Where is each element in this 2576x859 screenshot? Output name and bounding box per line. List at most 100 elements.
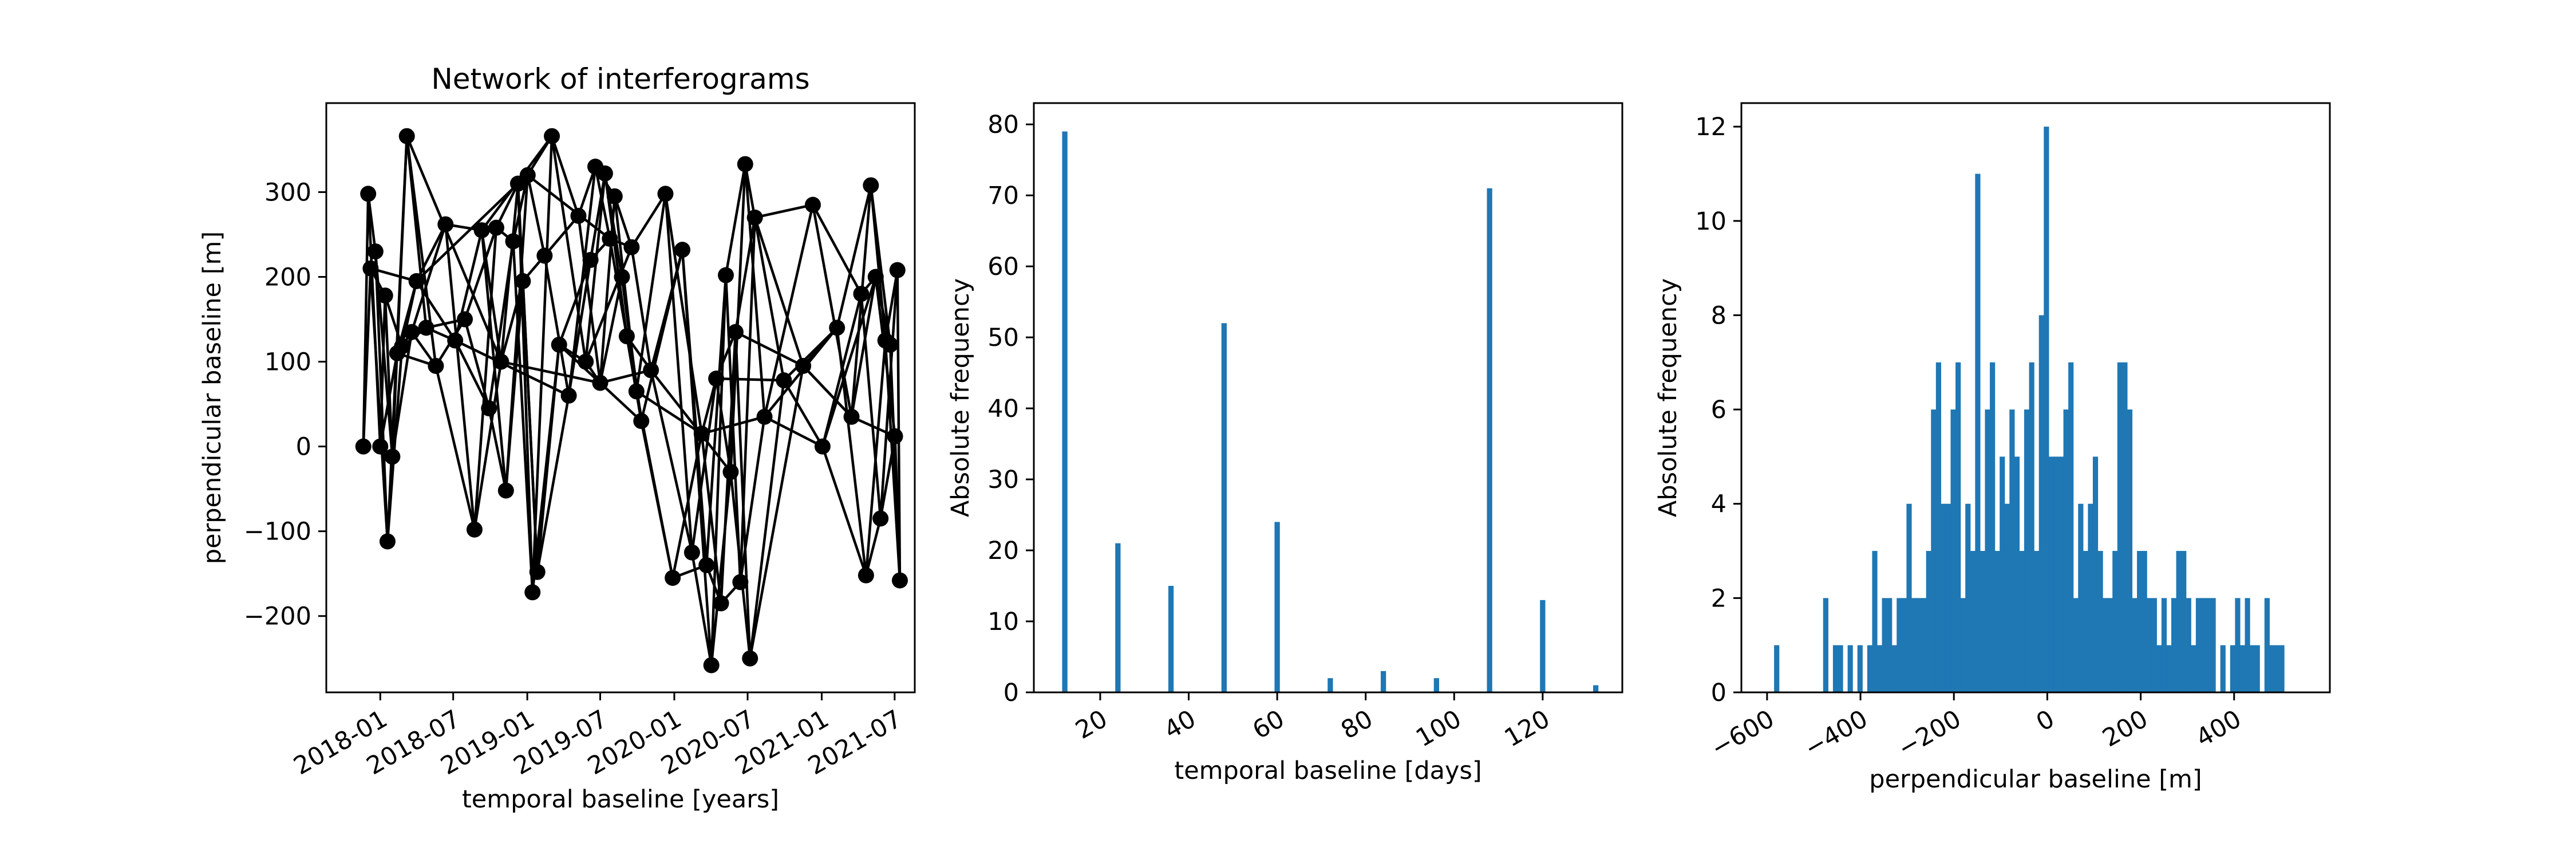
histogram-bar — [1838, 645, 1843, 692]
interferogram-edge — [714, 330, 737, 380]
histogram-bar — [2279, 645, 2285, 692]
y-tick-label: 50 — [987, 324, 1019, 352]
interferogram-edge — [681, 248, 713, 667]
histogram-bar — [2088, 503, 2093, 692]
interferogram-edge — [864, 517, 882, 577]
acquisition-point — [657, 186, 674, 202]
histogram-bar — [1593, 685, 1599, 692]
histogram-bar — [2245, 598, 2250, 692]
histogram-bar — [1911, 598, 1917, 692]
acquisition-point — [428, 357, 444, 374]
histogram-bar — [1062, 131, 1068, 693]
histogram-bar — [2004, 503, 2010, 692]
acquisition-point — [372, 438, 389, 455]
interferogram-edge — [748, 379, 785, 660]
interferogram-edge — [401, 279, 418, 348]
interferogram-edge — [543, 254, 570, 397]
histogram-bar — [1168, 586, 1174, 692]
histogram-bar — [2200, 598, 2206, 692]
y-tick-label: 10 — [1695, 207, 1726, 236]
interferogram-edge — [526, 174, 546, 257]
acquisition-point — [891, 572, 908, 589]
interferogram-edge — [391, 330, 413, 458]
acquisition-point — [418, 320, 434, 336]
histogram-bar — [2009, 409, 2015, 692]
acquisition-point — [618, 328, 635, 345]
acquisition-point — [481, 400, 497, 417]
acquisition-point — [843, 408, 860, 425]
acquisition-point — [829, 320, 846, 336]
acquisition-point — [493, 353, 509, 370]
acquisition-point — [887, 428, 903, 444]
histogram-bar — [2132, 598, 2138, 692]
histogram-bar — [2171, 598, 2177, 692]
acquisition-point — [703, 657, 720, 673]
interferogram-edge — [649, 369, 732, 474]
histogram-bar — [2147, 598, 2152, 692]
histogram-bar — [1221, 323, 1227, 692]
histogram-bar — [1941, 503, 1946, 692]
interferogram-edge — [664, 192, 694, 554]
histogram-bar — [2029, 362, 2034, 692]
acquisition-point — [665, 570, 681, 586]
interferogram-edge — [405, 135, 503, 363]
interferogram-edge — [536, 394, 570, 574]
histogram-bar — [1970, 551, 1976, 692]
acquisition-point — [578, 353, 594, 370]
acquisition-point — [384, 448, 401, 465]
acquisition-point — [473, 222, 490, 239]
y-tick-label: 100 — [264, 348, 311, 377]
acquisition-point — [776, 372, 792, 389]
histogram-bar — [2151, 598, 2157, 692]
interferogram-edge — [384, 294, 394, 458]
interferogram-edge — [500, 182, 520, 363]
acquisition-point — [858, 567, 874, 584]
histogram-bar — [2176, 551, 2182, 692]
histogram-bar — [2191, 645, 2196, 692]
histogram-bar — [1882, 598, 1887, 692]
acquisition-point — [889, 262, 906, 278]
acquisition-point — [623, 239, 640, 255]
interferogram-edge — [763, 203, 815, 419]
y-tick-label: 30 — [987, 466, 1019, 494]
acquisition-point — [804, 196, 821, 213]
acquisition-point — [814, 438, 831, 455]
histogram-bar — [1935, 362, 1941, 692]
interferogram-edge — [609, 237, 629, 338]
histogram-bar — [2127, 409, 2133, 692]
acquisition-point — [570, 207, 587, 224]
histogram-bar — [2014, 456, 2020, 692]
y-axis-label: Absolute frequency — [1654, 278, 1682, 517]
y-axis-label: Absolute frequency — [946, 278, 975, 517]
interferogram-edge — [589, 172, 607, 262]
histogram-bar — [2097, 551, 2103, 692]
interferogram-edge — [543, 214, 580, 257]
histogram-bar — [2122, 362, 2128, 692]
histogram-bar — [1945, 503, 1951, 692]
acquisition-point — [437, 216, 454, 233]
histogram-bar — [2103, 598, 2108, 692]
acquisition-point — [708, 371, 725, 387]
interferogram-edge — [753, 203, 815, 219]
y-tick-label: −200 — [244, 602, 311, 631]
interferogram-edge — [744, 163, 785, 382]
histogram-bar — [2092, 456, 2099, 692]
y-tick-label: 200 — [264, 263, 311, 292]
acquisition-point — [524, 584, 541, 601]
histogram-bar — [1887, 598, 1893, 692]
interferogram-edge — [536, 343, 560, 574]
histogram-bar — [2264, 598, 2270, 692]
acquisition-point — [362, 260, 379, 277]
histogram-bar — [1990, 362, 1996, 692]
acquisition-point — [882, 336, 899, 353]
y-tick-label: 0 — [1711, 679, 1726, 707]
edge-lines — [362, 135, 902, 667]
histogram-bar — [2078, 503, 2084, 692]
histogram-bar — [2107, 598, 2113, 692]
histogram-bar — [2254, 645, 2260, 692]
acquisition-markers — [355, 128, 908, 673]
y-tick-label: 0 — [1003, 679, 1019, 707]
interferogram-edge — [860, 292, 882, 520]
